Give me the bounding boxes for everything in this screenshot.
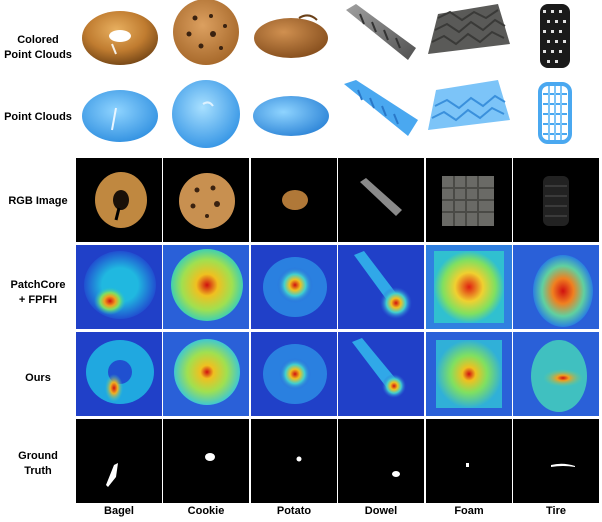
patchcore-heatmap-tire	[513, 245, 599, 329]
patchcore-heatmap-cookie	[163, 245, 249, 329]
colored-point-cloud-dowel	[338, 0, 424, 84]
ground-truth-bagel	[76, 419, 162, 503]
row-label-patchcore-fpfh: PatchCore + FPFH	[10, 279, 66, 306]
column-label-foam: Foam	[454, 505, 484, 517]
row-label-ground-truth: Ground Truth	[18, 450, 58, 477]
row-label-point-clouds: Point Clouds	[4, 111, 72, 123]
row-label-ours: Ours	[25, 372, 51, 384]
colored-point-cloud-foam	[426, 0, 512, 84]
ground-truth-dowel	[338, 419, 424, 503]
patchcore-heatmap-dowel	[338, 245, 424, 329]
ground-truth-cookie	[163, 419, 249, 503]
point-cloud-cookie	[163, 78, 249, 162]
row-label-colored-point-clouds: Colored Point Clouds	[4, 34, 72, 61]
colored-point-cloud-tire	[513, 0, 599, 84]
rgb-image-cookie	[163, 158, 249, 242]
point-cloud-foam	[426, 78, 512, 162]
ground-truth-potato	[251, 419, 337, 503]
point-cloud-bagel	[76, 78, 162, 162]
rgb-image-potato	[251, 158, 337, 242]
point-cloud-tire	[513, 78, 599, 162]
colored-point-cloud-bagel	[76, 0, 162, 84]
patchcore-heatmap-potato	[251, 245, 337, 329]
colored-point-cloud-cookie	[163, 0, 249, 84]
ours-heatmap-dowel	[338, 332, 424, 416]
ground-truth-tire	[513, 419, 599, 503]
ours-heatmap-cookie	[163, 332, 249, 416]
patchcore-heatmap-foam	[426, 245, 512, 329]
ours-heatmap-potato	[251, 332, 337, 416]
ours-heatmap-foam	[426, 332, 512, 416]
column-label-tire: Tire	[546, 505, 566, 517]
column-label-bagel: Bagel	[104, 505, 134, 517]
point-cloud-dowel	[338, 78, 424, 162]
rgb-image-tire	[513, 158, 599, 242]
ours-heatmap-tire	[513, 332, 599, 416]
column-label-dowel: Dowel	[364, 505, 398, 517]
rgb-image-bagel	[76, 158, 162, 242]
colored-point-cloud-potato	[251, 0, 337, 84]
patchcore-heatmap-bagel	[76, 245, 162, 329]
ground-truth-foam	[426, 419, 512, 503]
column-label-cookie: Cookie	[187, 505, 225, 517]
point-cloud-potato	[251, 78, 337, 162]
rgb-image-foam	[426, 158, 512, 242]
column-label-potato: Potato	[276, 505, 312, 517]
rgb-image-dowel	[338, 158, 424, 242]
ours-heatmap-bagel	[76, 332, 162, 416]
row-label-rgb-image: RGB Image	[8, 195, 68, 207]
